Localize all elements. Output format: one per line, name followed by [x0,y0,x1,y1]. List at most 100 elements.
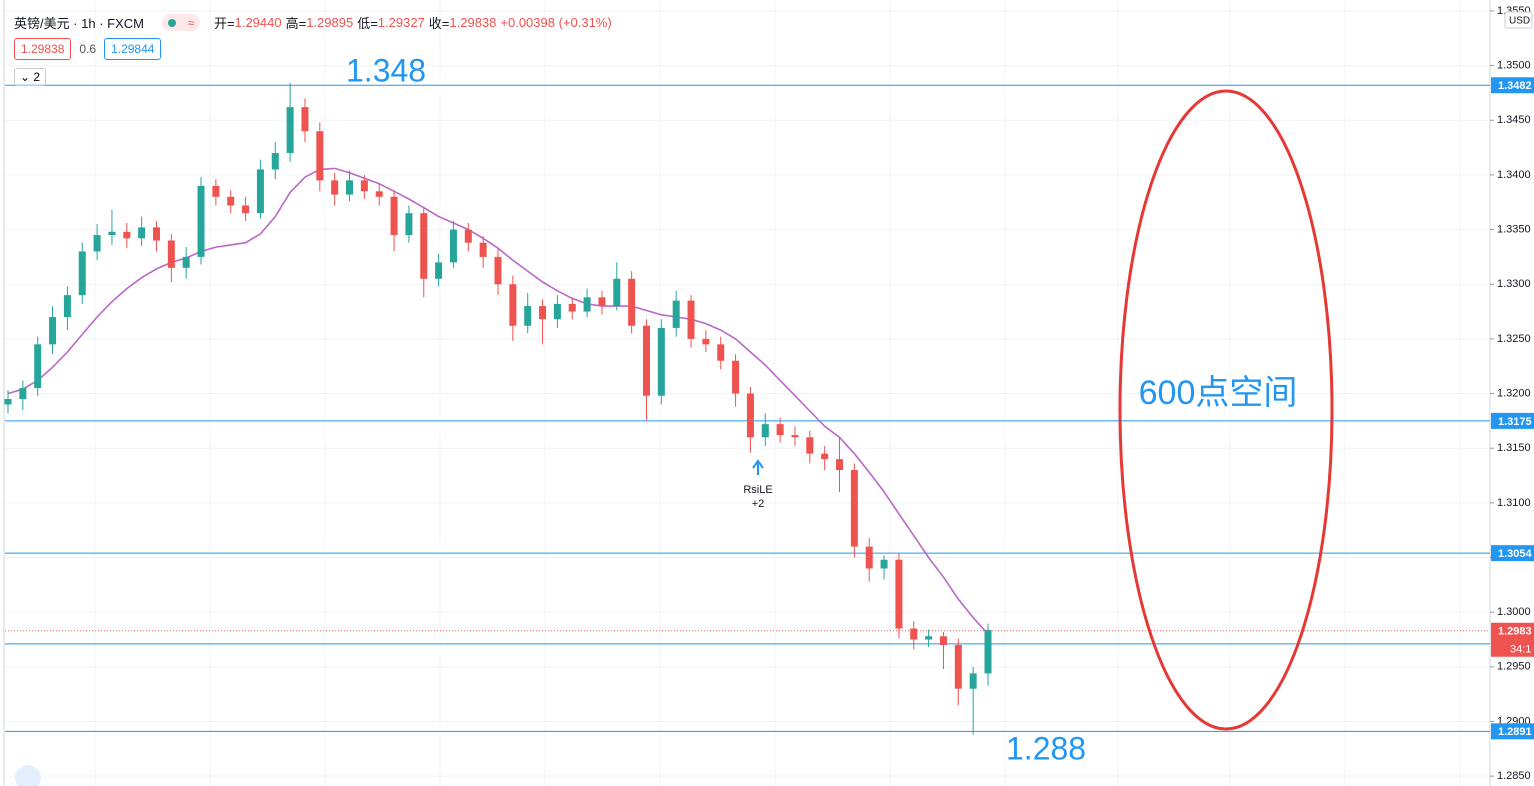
candle-body [687,300,695,339]
symbol: 英镑/美元 · 1h · FXCM [14,16,145,31]
candle-body [78,251,86,296]
logo [15,765,41,786]
ohlc-label: 高= [285,16,307,31]
status-badge[interactable]: ≈ [162,14,201,31]
candle-body [836,459,844,471]
level-tag [1491,77,1534,94]
last-price-tag [1491,622,1534,657]
ohlc-label: 收= [428,16,450,31]
currency: USD [1509,16,1530,27]
signal-count: +2 [752,498,765,510]
range-ellipse [1118,89,1334,731]
candle-body [524,306,532,326]
y-tick-label: 1.3400 [1497,169,1531,181]
signal-label: RsiLE [743,484,772,496]
candle-body [449,229,457,263]
annotation-range: 600点空间 [1139,374,1298,412]
candle-body [925,636,933,640]
candle-body [553,303,561,320]
candle-body [539,306,547,320]
candle-body [34,344,42,389]
candle-body [494,256,502,285]
candle-body [19,388,27,400]
candle-body [954,644,962,689]
annotation-bottom: 1.288 [1006,730,1086,766]
candle-body [375,191,383,197]
y-tick-label: 1.3000 [1497,606,1531,618]
candle-body [568,303,576,312]
ohlc-label: 低= [357,16,378,31]
candle-body [642,325,650,396]
candle-body [613,278,621,307]
candle-body [865,546,873,569]
candle-body [984,629,992,674]
candle-body [331,180,339,195]
level-label: 1.3054 [1498,548,1533,560]
candle-body [360,180,368,192]
y-tick-label: 1.2950 [1497,661,1531,673]
ohlc-label: 开= [214,16,235,31]
currency-box [1504,11,1533,29]
countdown: 34:1 [1510,644,1531,656]
candle-body [850,470,858,547]
candle-body [479,242,487,257]
candle-body [657,327,665,396]
candle-body [895,559,903,629]
candle-body [717,344,725,361]
candle-body [806,437,814,454]
y-tick-label: 1.3350 [1497,223,1531,235]
y-tick-label: 1.3500 [1497,59,1531,71]
candle-body [227,196,235,206]
candle-body [271,153,279,170]
y-tick-label: 1.3300 [1497,278,1531,290]
candle-body [93,235,101,252]
candle-body [791,435,799,438]
y-tick-label: 1.2850 [1497,770,1531,782]
candle-body [702,338,710,345]
candle-body [138,227,146,239]
candle-body [672,300,680,328]
candle-body [346,180,354,195]
candle-body [776,424,784,436]
candle-body [301,107,309,132]
ohlc-value: 1.29895 [306,15,354,30]
quote: 1.29838 0.6 1.29844 [14,38,162,60]
candle-body [49,317,57,345]
candle-body [197,185,205,257]
candle-body [910,628,918,640]
indicator-toggle[interactable]: ⌄ 2 [14,68,47,86]
spread: 0.6 [79,42,97,56]
candle-body [212,185,220,197]
candle-body [316,131,324,181]
y-tick-label: 1.3200 [1497,387,1531,399]
candle-body [509,284,517,326]
y-tick-label: 1.3450 [1497,114,1531,126]
level-tag [1491,412,1534,429]
candle-body [746,393,754,438]
candle-body [108,231,116,236]
ask[interactable]: 1.29844 [104,38,162,60]
legend-header: 英镑/美元 · 1h · FXCM ≈ 开= 1.29440 高= 1.29895 … [14,13,612,32]
candle-body [167,240,175,268]
candle-body [435,262,443,279]
level-tag [1491,545,1534,562]
candle-body [123,231,131,239]
level-tag [1491,723,1534,740]
signal-arrow [752,459,764,475]
candle-body [182,256,190,268]
candle-body [420,213,428,279]
indicator-count: 2 [33,70,41,84]
candle-body [880,559,888,569]
candle-body [390,196,398,236]
bid[interactable]: 1.29838 [14,38,72,60]
candle-body [242,205,250,214]
candle-body [761,424,769,438]
y-tick-label: 1.3250 [1497,333,1531,345]
candle-body [405,213,413,236]
y-tick-label: 1.3150 [1497,442,1531,454]
level-label: 1.3482 [1498,80,1532,92]
candle-body [821,453,829,460]
candle-body [583,297,591,312]
